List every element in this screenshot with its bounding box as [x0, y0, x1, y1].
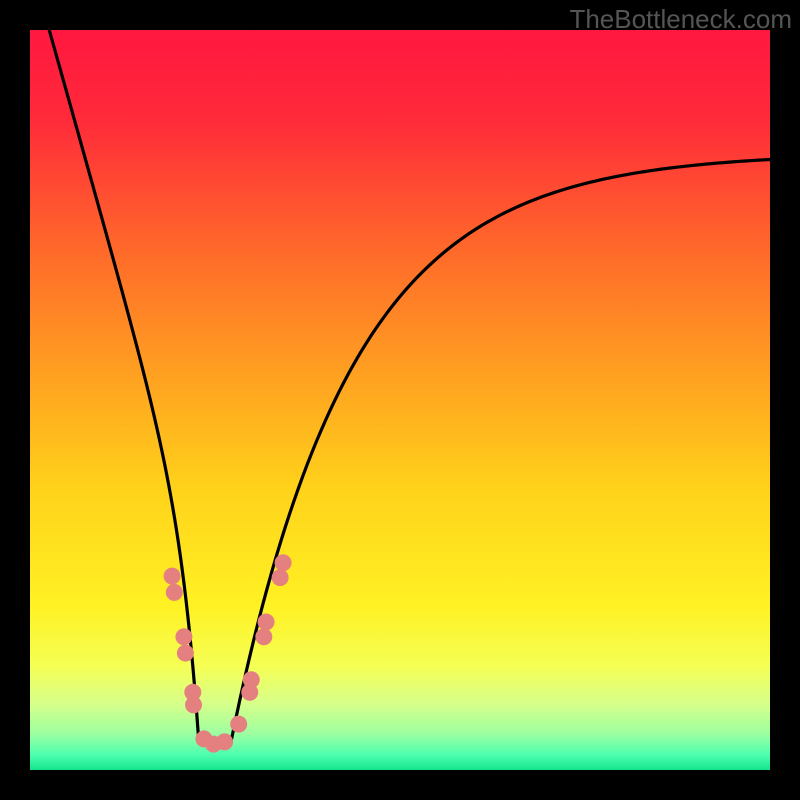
- curve-marker: [175, 628, 192, 645]
- curve-marker: [166, 584, 183, 601]
- chart-stage: TheBottleneck.com: [0, 0, 800, 800]
- curve-marker: [255, 628, 272, 645]
- curve-marker: [164, 568, 181, 585]
- curve-marker: [177, 645, 194, 662]
- curve-marker: [272, 569, 289, 586]
- watermark-text: TheBottleneck.com: [569, 4, 792, 35]
- curve-marker: [230, 716, 247, 733]
- curve-marker: [216, 733, 233, 750]
- curve-marker: [258, 614, 275, 631]
- curve-marker: [275, 554, 292, 571]
- curve-marker: [185, 696, 202, 713]
- chart-gradient-area: [30, 30, 770, 770]
- bottleneck-chart: [0, 0, 800, 800]
- curve-marker: [243, 671, 260, 688]
